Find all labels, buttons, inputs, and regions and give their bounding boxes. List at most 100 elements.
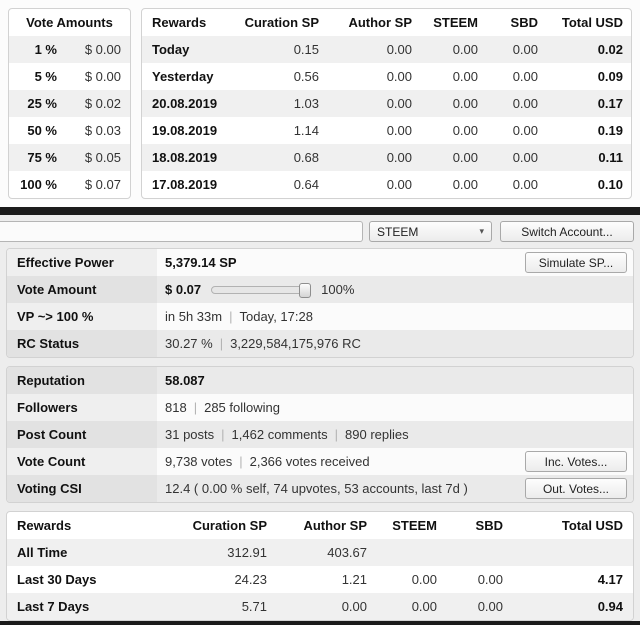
curation-sp-value: 0.15 xyxy=(293,42,319,57)
csi-score: 12.4 ( 0.00 % self, 74 upvotes, 53 accou… xyxy=(165,481,468,496)
rc-status-row: RC Status 30.27 % | 3,229,584,175,976 RC xyxy=(7,330,633,357)
vote-value: $ 0.02 xyxy=(84,96,121,111)
reputation-row: Reputation 58.087 xyxy=(7,367,633,394)
outgoing-votes-button[interactable]: Out. Votes... xyxy=(525,478,627,499)
author-sp-value: 0.00 xyxy=(386,177,412,192)
vote-amount-slider[interactable] xyxy=(211,282,312,298)
voting-csi-label: Voting CSI xyxy=(7,475,157,502)
author-sp-value: 1.21 xyxy=(341,572,367,587)
steem-value: 0.00 xyxy=(411,599,437,614)
steem-value: 0.00 xyxy=(452,150,478,165)
header-rewards: Rewards xyxy=(17,518,72,533)
vote-value: $ 0.03 xyxy=(84,123,121,138)
effective-power-value: 5,379.14 SP Simulate SP... xyxy=(157,249,633,276)
sbd-value: 0.00 xyxy=(512,42,538,57)
vote-percent: 50 % xyxy=(27,123,57,138)
row-label: Today xyxy=(152,42,190,57)
coin-select[interactable]: STEEM ▾ xyxy=(369,221,492,242)
sbd-value: 0.00 xyxy=(512,177,538,192)
voting-csi-value: 12.4 ( 0.00 % self, 74 upvotes, 53 accou… xyxy=(157,475,633,502)
sbd-value: 0.00 xyxy=(512,150,538,165)
row-label: 19.08.2019 xyxy=(152,123,218,138)
vp-remaining: in 5h 33m xyxy=(165,309,223,324)
vp-row: VP ~> 100 % in 5h 33m | Today, 17:28 xyxy=(7,303,633,330)
vote-percent: 75 % xyxy=(27,150,57,165)
header-sbd: SBD xyxy=(510,15,538,30)
table-row: Yesterday 0.56 0.00 0.00 0.00 0.09 xyxy=(142,63,631,90)
author-sp-value: 0.00 xyxy=(386,123,412,138)
rc-status-label: RC Status xyxy=(7,330,157,357)
total-usd-value: 0.11 xyxy=(598,150,623,165)
curation-sp-value: 24.23 xyxy=(234,572,267,587)
header-steem: STEEM xyxy=(433,15,478,30)
vote-percent: 25 % xyxy=(27,96,57,111)
vote-count-row: Vote Count 9,738 votes | 2,366 votes rec… xyxy=(7,448,633,475)
incoming-votes-button[interactable]: Inc. Votes... xyxy=(525,451,627,472)
header-rewards: Rewards xyxy=(152,15,207,30)
rewards-overview-window: Vote Amounts 1 % $ 0.00 5 % $ 0.00 25 % … xyxy=(0,0,640,207)
vote-amount-value: $ 0.07 100% xyxy=(157,276,633,303)
table-row: 18.08.2019 0.68 0.00 0.00 0.00 0.11 xyxy=(142,144,631,171)
table-row: Today 0.15 0.00 0.00 0.00 0.02 xyxy=(142,36,631,63)
author-sp-value: 0.00 xyxy=(341,599,367,614)
comments-count: 1,462 comments xyxy=(231,427,328,442)
vote-percent: 1 % xyxy=(34,42,57,57)
votes-count: 9,738 votes xyxy=(165,454,233,469)
votes-received: 2,366 votes received xyxy=(249,454,370,469)
row-label: Last 7 Days xyxy=(17,599,90,614)
total-usd-value: 0.10 xyxy=(597,177,623,192)
reputation-label: Reputation xyxy=(7,367,157,394)
curation-sp-value: 5.71 xyxy=(241,599,267,614)
table-row: Last 7 Days 5.71 0.00 0.00 0.00 0.94 xyxy=(7,593,633,620)
sbd-value: 0.00 xyxy=(477,572,503,587)
post-count-label: Post Count xyxy=(7,421,157,448)
switch-account-button[interactable]: Switch Account... xyxy=(500,221,634,242)
row-label: All Time xyxy=(17,545,68,560)
daily-rewards-panel: Rewards Curation SP Author SP STEEM SBD … xyxy=(141,8,632,199)
header-author-sp: Author SP xyxy=(303,518,367,533)
curation-sp-value: 0.68 xyxy=(293,150,319,165)
sbd-value: 0.00 xyxy=(512,69,538,84)
separator: | xyxy=(193,400,198,415)
window-divider xyxy=(0,207,640,215)
total-rewards-header: Rewards Curation SP Author SP STEEM SBD … xyxy=(7,512,633,539)
vote-value: $ 0.00 xyxy=(84,42,121,57)
header-author-sp: Author SP xyxy=(348,15,412,30)
total-rewards-table: Rewards Curation SP Author SP STEEM SBD … xyxy=(6,511,634,621)
window-bottom-edge xyxy=(0,621,640,625)
replies-count: 890 replies xyxy=(345,427,409,442)
table-row: 19.08.2019 1.14 0.00 0.00 0.00 0.19 xyxy=(142,117,631,144)
steem-value: 0.00 xyxy=(452,69,478,84)
separator: | xyxy=(229,309,233,324)
vote-amount-row: 5 % $ 0.00 xyxy=(9,63,130,90)
vote-amount-row: 75 % $ 0.05 xyxy=(9,144,130,171)
total-usd-value: 0.19 xyxy=(597,123,623,138)
vp-full-at: Today, 17:28 xyxy=(239,309,313,324)
total-usd-value: 0.94 xyxy=(597,599,623,614)
vote-value: $ 0.07 xyxy=(84,177,121,192)
total-usd-value: 0.17 xyxy=(597,96,623,111)
vote-amount-setting-row: Vote Amount $ 0.07 100% xyxy=(7,276,633,303)
vote-amount-label: Vote Amount xyxy=(7,276,157,303)
row-label: 20.08.2019 xyxy=(152,96,218,111)
rc-amount: 3,229,584,175,976 RC xyxy=(230,336,361,351)
sbd-value: 0.00 xyxy=(512,96,538,111)
slider-handle[interactable] xyxy=(299,282,312,298)
row-label: Last 30 Days xyxy=(17,572,97,587)
table-row: 17.08.2019 0.64 0.00 0.00 0.00 0.10 xyxy=(142,171,631,198)
simulate-sp-button[interactable]: Simulate SP... xyxy=(525,252,627,273)
post-count-row: Post Count 31 posts | 1,462 comments | 8… xyxy=(7,421,633,448)
vp-label: VP ~> 100 % xyxy=(7,303,157,330)
vote-amounts-title: Vote Amounts xyxy=(26,15,113,30)
reputation-number: 58.087 xyxy=(165,373,205,388)
steem-value: 0.00 xyxy=(452,42,478,57)
vote-amount-dollar: $ 0.07 xyxy=(165,282,202,297)
vote-percent: 5 % xyxy=(34,69,57,84)
posts-count: 31 posts xyxy=(165,427,215,442)
author-sp-value: 0.00 xyxy=(386,69,412,84)
row-label: 17.08.2019 xyxy=(152,177,218,192)
header-curation-sp: Curation SP xyxy=(192,518,267,533)
coin-select-value: STEEM xyxy=(377,224,419,239)
account-input[interactable] xyxy=(0,221,363,242)
